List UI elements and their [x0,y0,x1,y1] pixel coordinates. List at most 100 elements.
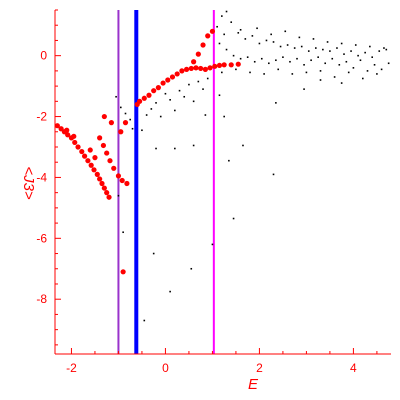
data-point [129,118,131,121]
data-point [202,66,208,72]
data-point [225,48,228,51]
data-point [58,126,64,132]
series-layer [54,10,390,322]
data-point [357,54,359,57]
data-point [192,100,195,103]
data-point [256,27,258,30]
data-point [101,113,107,120]
data-point [155,102,157,104]
data-point [239,28,242,31]
data-point [279,45,282,48]
data-point [275,59,277,62]
x-tick-label: 4 [350,361,357,375]
data-point [131,127,134,130]
data-point [329,50,331,52]
data-point [272,173,275,176]
data-point [100,142,107,149]
data-point [312,38,315,40]
data-point [362,77,364,80]
data-point [183,66,190,72]
data-point [124,180,130,187]
data-point [275,102,277,104]
data-point [178,89,181,92]
data-point [188,65,194,72]
data-point [340,42,343,45]
data-point [345,60,348,63]
y-tick-label: -8 [36,292,47,306]
data-point [119,177,125,184]
vertical-lines [117,10,215,354]
data-point [160,80,166,86]
data-point [305,71,308,74]
data-point [282,56,284,58]
y-tick-label: -2 [36,110,47,124]
data-point [108,120,114,126]
data-point [228,159,230,162]
data-point [188,83,190,86]
data-point [198,65,204,72]
data-point [101,185,107,191]
data-point [268,62,270,65]
data-point [373,63,376,66]
data-point [169,290,171,293]
data-point [97,135,103,141]
data-point [64,127,70,133]
data-point [343,53,345,55]
data-point [211,243,214,246]
data-point [209,28,216,34]
data-point [244,38,247,40]
data-point [383,47,385,49]
data-point [111,165,117,171]
data-point [235,68,237,71]
data-point [307,50,310,52]
data-point [352,67,355,69]
y-tick-label: 0 [40,49,47,63]
data-point [191,59,197,65]
data-point [155,85,161,91]
data-point [115,173,122,179]
data-point [152,252,155,255]
data-point [72,139,78,146]
data-point [99,180,105,187]
data-point [331,57,334,60]
data-point [155,147,157,150]
data-point [380,68,383,71]
data-point [369,45,371,48]
data-point [146,92,152,98]
data-point [136,98,143,104]
data-point [192,144,195,147]
data-point [286,44,289,46]
x-tick-label: 2 [256,361,263,375]
data-point [317,56,319,58]
data-point [143,319,146,322]
y-tick-label: -4 [36,170,47,184]
data-point [225,10,228,13]
data-point [190,267,193,270]
data-point [338,63,341,66]
data-point [291,73,294,75]
data-point [258,42,261,45]
data-point [319,79,322,81]
data-point [284,30,287,33]
data-point [122,231,124,234]
data-point [242,144,244,147]
data-point [221,71,223,74]
data-point [145,114,148,116]
data-point [91,167,97,173]
data-point [223,33,225,36]
data-point [310,59,312,62]
data-point [117,194,120,197]
data-point [364,51,366,54]
axes-layer: 0 -2 -4 -6 -8 -2 0 2 4 [36,9,391,375]
data-point [79,148,85,155]
data-point [350,50,352,52]
data-point [253,60,256,63]
data-point [336,47,338,49]
data-point [265,39,268,42]
data-point [97,176,103,182]
data-point [249,71,251,74]
series-0 [54,28,241,275]
data-point [228,62,234,68]
data-point [75,144,81,150]
